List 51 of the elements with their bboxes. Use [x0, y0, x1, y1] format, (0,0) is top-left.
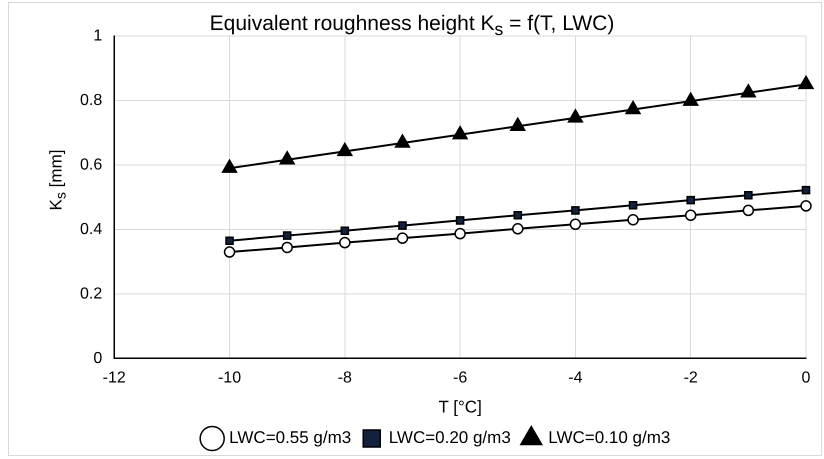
point: [394, 134, 410, 148]
point: [282, 231, 292, 240]
point: [628, 200, 638, 210]
point: [224, 246, 236, 258]
point: [510, 118, 526, 132]
y-tick-label: 0.4: [80, 220, 102, 238]
y-tick-label: 1: [93, 27, 102, 44]
x-tick-label: -8: [338, 369, 352, 386]
point: [625, 100, 641, 114]
point: [222, 159, 238, 173]
point: [740, 84, 756, 98]
point: [570, 218, 582, 230]
point: [454, 228, 466, 240]
x-tick-label: -4: [568, 369, 583, 386]
legend-label: LWC=0.10 g/m3: [548, 428, 670, 448]
point: [340, 226, 350, 236]
point: [627, 214, 639, 226]
point: [744, 190, 753, 200]
point: [571, 206, 580, 215]
x-tick-label: -10: [218, 369, 242, 386]
legend-label: LWC=0.20 g/m3: [388, 428, 511, 448]
point: [683, 92, 698, 106]
point: [802, 186, 810, 194]
chart-title: Equivalent roughness height K$_{s}$ = f(T, LWC): [210, 12, 614, 40]
point: [456, 216, 464, 225]
y-tick-label: 0: [93, 350, 102, 367]
point: [512, 223, 524, 235]
y-tick-label: 0.6: [80, 156, 102, 174]
x-axis-title: T [°C]: [438, 397, 482, 416]
point: [742, 204, 754, 216]
point: [225, 236, 234, 246]
x-tick-label: 0: [802, 369, 811, 386]
point: [513, 210, 522, 220]
point: [568, 109, 584, 123]
point: [281, 242, 293, 254]
point: [452, 126, 468, 140]
x-tick-label: -2: [684, 369, 698, 386]
x-tick-label: -6: [453, 369, 468, 386]
y-tick-label: 0.2: [80, 285, 102, 302]
point: [686, 196, 695, 204]
point: [280, 151, 295, 165]
point: [396, 232, 408, 244]
point: [337, 142, 353, 156]
legend-label: LWC=0.55 g/m3: [229, 428, 352, 448]
y-tick-label: 0.8: [80, 92, 102, 109]
point: [398, 221, 407, 230]
point: [339, 236, 351, 248]
point: [798, 76, 814, 90]
point: [800, 200, 812, 212]
x-tick-label: -12: [102, 369, 126, 386]
point: [684, 210, 696, 222]
